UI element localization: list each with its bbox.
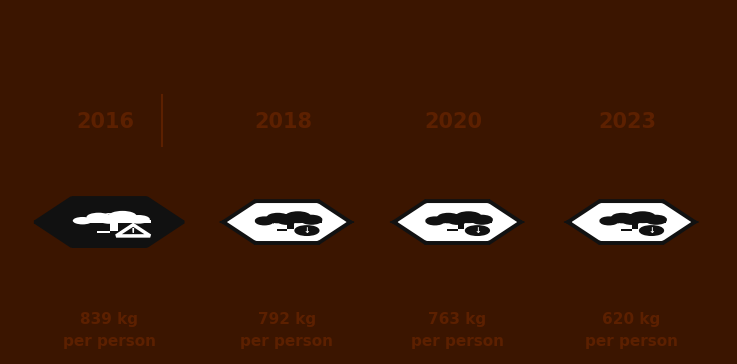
Circle shape [466, 226, 489, 235]
Text: ↓: ↓ [304, 226, 310, 235]
Text: per person: per person [240, 334, 333, 349]
Circle shape [279, 217, 295, 223]
Text: per person: per person [411, 334, 504, 349]
Circle shape [472, 216, 492, 223]
Polygon shape [97, 230, 110, 233]
Text: GHG: GHG [452, 214, 478, 225]
Circle shape [631, 213, 654, 222]
Text: GHG: GHG [282, 214, 307, 225]
Text: ↓: ↓ [648, 226, 655, 235]
Polygon shape [276, 229, 287, 231]
Circle shape [73, 217, 92, 225]
Text: !: ! [131, 228, 136, 238]
Polygon shape [287, 223, 294, 229]
Text: GHG: GHG [102, 213, 133, 225]
Text: 2023: 2023 [599, 112, 657, 132]
Circle shape [646, 216, 666, 223]
Polygon shape [85, 220, 151, 223]
Polygon shape [267, 220, 322, 223]
Circle shape [601, 218, 617, 224]
Polygon shape [458, 223, 464, 229]
Polygon shape [447, 229, 458, 231]
Text: 2016: 2016 [77, 112, 135, 132]
Text: 792 kg: 792 kg [258, 312, 316, 327]
Polygon shape [224, 201, 350, 243]
Text: per person: per person [63, 334, 156, 349]
Circle shape [286, 213, 310, 222]
Circle shape [439, 214, 458, 222]
Circle shape [86, 213, 111, 222]
Circle shape [456, 213, 481, 222]
Text: per person: per person [585, 334, 678, 349]
Polygon shape [437, 220, 492, 223]
Text: 839 kg: 839 kg [80, 312, 138, 327]
Text: 620 kg: 620 kg [602, 312, 660, 327]
Circle shape [623, 217, 640, 223]
Text: ↓: ↓ [474, 226, 481, 235]
Circle shape [296, 226, 318, 235]
Circle shape [127, 215, 150, 223]
Text: 763 kg: 763 kg [428, 312, 486, 327]
Circle shape [268, 214, 288, 222]
Polygon shape [632, 223, 638, 229]
Polygon shape [394, 201, 520, 243]
Polygon shape [621, 229, 632, 231]
Text: Annual Average kg CO2e Per Person: Annual Average kg CO2e Per Person [99, 32, 638, 58]
Polygon shape [611, 220, 666, 223]
Text: 2020: 2020 [425, 112, 483, 132]
Polygon shape [568, 201, 694, 243]
Text: 2018: 2018 [254, 112, 312, 132]
Polygon shape [35, 197, 184, 247]
Text: GHG: GHG [626, 214, 652, 225]
Polygon shape [116, 225, 150, 236]
Circle shape [99, 216, 119, 224]
Circle shape [256, 218, 273, 224]
Circle shape [640, 226, 663, 235]
Polygon shape [110, 223, 118, 230]
Circle shape [302, 216, 321, 223]
Circle shape [108, 211, 136, 222]
Circle shape [612, 214, 632, 222]
Circle shape [427, 218, 443, 224]
Circle shape [449, 217, 466, 223]
